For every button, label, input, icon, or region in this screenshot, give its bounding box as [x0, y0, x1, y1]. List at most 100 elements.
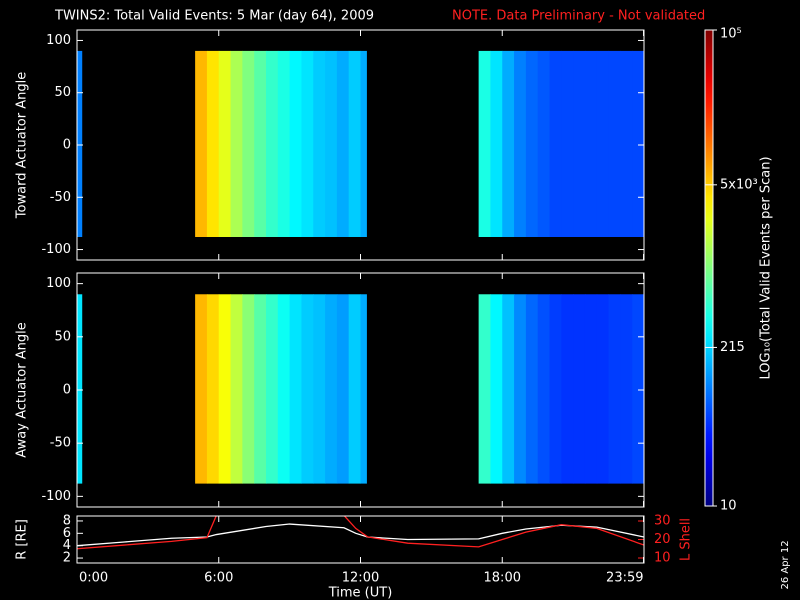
y2-tick-label: 20 — [654, 532, 671, 547]
heat-cell — [608, 294, 621, 484]
heat-cell — [289, 294, 302, 484]
heat-cell — [490, 50, 503, 238]
chart-note: NOTE. Data Preliminary - Not validated — [452, 9, 705, 24]
heat-cell — [242, 50, 255, 238]
heat-cell — [490, 294, 503, 484]
y-tick-label: 8 — [63, 513, 71, 528]
heat-cell — [502, 294, 515, 484]
heat-cell — [537, 50, 550, 238]
heat-cell — [195, 50, 208, 238]
y-tick-label: 0 — [63, 138, 71, 153]
heat-cell — [573, 294, 586, 484]
colorbar-label: LOG₁₀(Total Valid Events per Scan) — [759, 156, 774, 379]
y-tick-label: 100 — [46, 276, 71, 291]
heat-cell — [313, 294, 326, 484]
heat-cell — [348, 294, 361, 484]
heat-cell — [325, 294, 338, 484]
colorbar-tick-label: 5x10³ — [720, 177, 758, 192]
heat-cell — [360, 50, 367, 238]
heat-cell — [478, 294, 491, 484]
heat-cell — [584, 294, 598, 484]
x-tick-label: 12:00 — [342, 571, 379, 586]
heat-cell — [561, 50, 574, 238]
heat-cell — [301, 294, 314, 484]
colorbar — [704, 29, 714, 507]
y-tick-label: 50 — [54, 85, 71, 100]
colorbar-tick-label: 10⁵ — [720, 27, 742, 42]
heat-cell — [632, 50, 644, 238]
heat-cell — [313, 50, 326, 238]
heat-cell — [206, 50, 220, 238]
heat-cell — [620, 50, 633, 238]
heat-cell — [77, 294, 83, 484]
heat-cell — [514, 294, 527, 484]
heat-cell — [254, 50, 267, 238]
y-tick-label: -100 — [41, 242, 71, 257]
heat-cell — [301, 50, 314, 238]
plot-area — [77, 294, 644, 484]
series-line — [77, 523, 644, 547]
y-tick-label: 0 — [63, 383, 71, 398]
heat-cell — [218, 294, 232, 484]
heat-cell — [289, 50, 302, 238]
colorbar-tick-label: 10 — [720, 499, 737, 514]
heat-cell — [620, 294, 633, 484]
heat-cell — [277, 294, 291, 484]
colorbar-tick-label: 215 — [720, 340, 745, 355]
chart-title: TWINS2: Total Valid Events: 5 Mar (day 6… — [54, 9, 374, 24]
heat-cell — [596, 50, 610, 238]
heat-cell — [537, 294, 550, 484]
heat-cell — [230, 294, 243, 484]
x-tick-label: 23:59 — [606, 571, 643, 586]
heat-cell — [525, 50, 539, 238]
y-tick-label: 50 — [54, 329, 71, 344]
plot-area — [77, 516, 644, 550]
x-tick-label: 0:00 — [79, 571, 108, 586]
heat-cell — [502, 50, 515, 238]
heat-cell — [632, 294, 644, 484]
heat-cell — [608, 50, 621, 238]
x-axis-label: Time (UT) — [328, 586, 393, 600]
x-tick-label: 18:00 — [484, 571, 521, 586]
heat-cell — [549, 294, 562, 484]
y-tick-label: 100 — [46, 33, 71, 48]
heat-cell — [336, 50, 350, 238]
heat-cell — [254, 294, 267, 484]
heat-cell — [596, 294, 610, 484]
heat-cell — [573, 50, 586, 238]
plot-area — [77, 50, 644, 238]
x-tick-label: 6:00 — [204, 571, 233, 586]
y-axis-label: Away Actuator Angle — [15, 322, 30, 457]
y2-tick-label: 30 — [654, 513, 671, 528]
y-tick-label: -100 — [41, 489, 71, 504]
heat-cell — [348, 50, 361, 238]
y-tick-label: 2 — [63, 551, 71, 566]
heat-cell — [77, 50, 83, 238]
date-stamp: 26 Apr 12 — [780, 540, 791, 589]
heat-cell — [325, 50, 338, 238]
heat-cell — [277, 50, 291, 238]
heat-cell — [218, 50, 232, 238]
heat-cell — [478, 50, 491, 238]
y-axis-label: Toward Actuator Angle — [15, 72, 30, 219]
y-tick-label: -50 — [50, 436, 71, 451]
heat-cell — [230, 50, 243, 238]
heat-cell — [525, 294, 539, 484]
heat-cell — [266, 50, 279, 238]
heat-cell — [266, 294, 279, 484]
heat-cell — [360, 294, 367, 484]
heat-cell — [561, 294, 574, 484]
heat-cell — [195, 294, 208, 484]
y-tick-label: 4 — [63, 538, 71, 553]
heat-cell — [584, 50, 598, 238]
axis-box — [76, 515, 645, 564]
y2-tick-label: 10 — [654, 551, 671, 566]
y-tick-label: -50 — [50, 190, 71, 205]
heat-cell — [514, 50, 527, 238]
y-axis-label: R [RE] — [15, 519, 30, 560]
y-tick-label: 6 — [63, 526, 71, 541]
y2-axis-label: L Shell — [679, 518, 694, 561]
heat-cell — [242, 294, 255, 484]
